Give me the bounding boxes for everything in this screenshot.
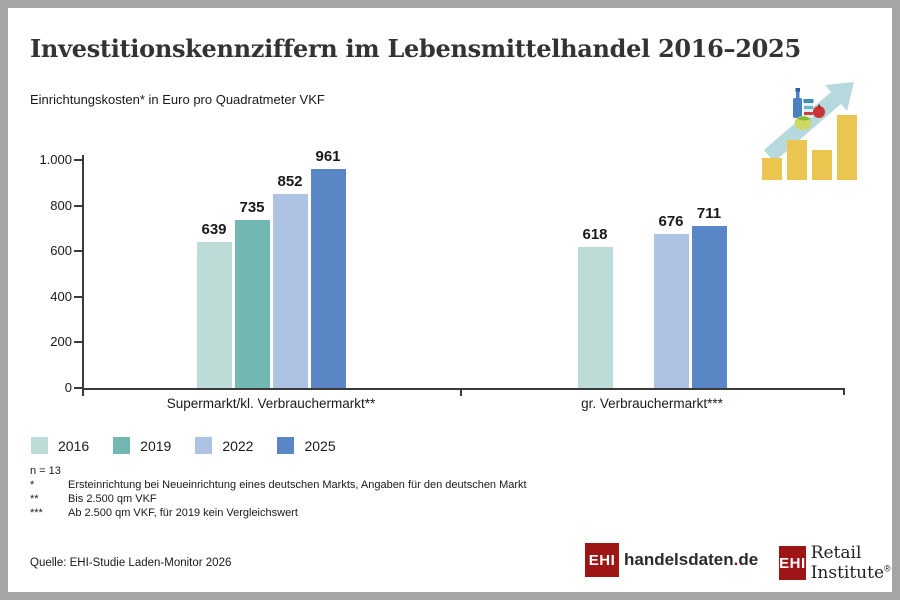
y-axis-tick [74,387,82,389]
legend-swatch [195,437,213,454]
footnote-marker: * [30,479,35,491]
y-axis-tick [74,341,82,344]
bar-2016 [577,247,613,388]
category-label: Supermarkt/kl. Verbrauchermarkt** [166,396,376,411]
footnote-text: Ab 2.500 qm VKF, für 2019 kein Vergleich… [68,507,298,519]
source-note: Quelle: EHI-Studie Laden-Monitor 2026 [30,557,232,569]
bar-2025 [691,226,727,388]
x-axis-tick [460,390,462,396]
bar-2022 [272,194,308,388]
footnote-marker: n = 13 [30,465,61,477]
legend-label: 2016 [58,437,90,454]
legend-item-2025: 2025 [277,437,336,454]
bar-2016 [196,242,232,388]
page-title: Investitionskennziffern im Lebensmittelh… [30,34,801,63]
bar-value-label: 676 [658,213,684,230]
y-axis-label: 800 [50,197,72,213]
y-axis-label: 600 [50,243,72,259]
grocery-items-icon [793,88,825,130]
legend-item-2019: 2019 [113,437,171,454]
y-axis-line [82,155,84,396]
bar-2019 [234,220,270,388]
bar-value-label: 735 [239,199,265,216]
bar-chart: 0 200 400 600 800 1.000 639 735 852 961 Supermarkt… [8,8,892,592]
bar-2022 [653,234,689,388]
category-label: gr. Verbrauchermarkt*** [581,396,723,411]
footnote-3: *** Ab 2.500 qm VKF, für 2019 kein Vergl… [30,506,527,520]
y-axis-label: 400 [50,288,72,304]
legend-swatch [31,437,48,454]
footnote-text: Ersteinrichtung bei Neueinrichtung eines… [68,479,527,491]
logo-tld: de [738,550,759,569]
handelsdaten-logo[interactable]: EHI handelsdaten.de [585,543,758,577]
y-axis-tick [74,295,82,298]
chart-subtitle: Einrichtungskosten* in Euro pro Quadratm… [30,92,325,107]
footnote-n: n = 13 [30,464,527,478]
footnotes-block: n = 13 * Ersteinrichtung bei Neueinricht… [30,464,527,520]
x-axis-line [82,388,845,390]
footnote-1: * Ersteinrichtung bei Neueinrichtung ein… [30,478,527,492]
ehi-badge: EHI [779,546,806,580]
legend-item-2022: 2022 [195,437,253,454]
bar-value-label: 639 [201,221,227,238]
y-axis-label: 200 [50,334,72,350]
logo-bar: EHI handelsdaten.de EHI Retail Institute… [585,543,892,583]
ehi-badge: EHI [585,543,619,577]
registered-mark: ® [884,563,891,574]
bar-2025 [310,169,346,388]
legend-label: 2019 [140,437,172,454]
bar-value-label: 852 [277,173,303,190]
legend-swatch [277,437,295,454]
x-axis-tick [843,388,845,395]
y-axis-label: 1.000 [39,152,72,167]
ehi-retail-institute-logo[interactable]: EHI Retail Institute® [779,543,892,583]
y-axis-tick [74,204,82,207]
legend-item-2016: 2016 [31,437,89,454]
footnote-text: Bis 2.500 qm VKF [68,493,157,505]
growth-chart-icon [762,82,857,180]
bar-value-label: 618 [582,226,608,243]
footnote-2: ** Bis 2.500 qm VKF [30,492,527,506]
footnote-marker: *** [30,507,43,519]
y-axis-label: 0 [64,380,72,395]
y-axis-tick [74,250,82,253]
legend-label: 2025 [304,437,336,454]
y-axis-tick [74,159,82,161]
legend-label: 2022 [222,437,254,454]
logo-text: Retail Institute [810,543,885,583]
legend-swatch [113,437,131,454]
bar-value-label: 711 [696,205,722,222]
logo-dot: . [733,550,739,569]
logo-text: handelsdaten [624,550,734,569]
footnote-marker: ** [30,493,39,505]
bar-value-label: 961 [315,148,341,165]
chart-legend: 2016 2019 2022 2025 [31,437,336,454]
infographic-canvas: Investitionskennziffern im Lebensmittelh… [8,8,892,592]
